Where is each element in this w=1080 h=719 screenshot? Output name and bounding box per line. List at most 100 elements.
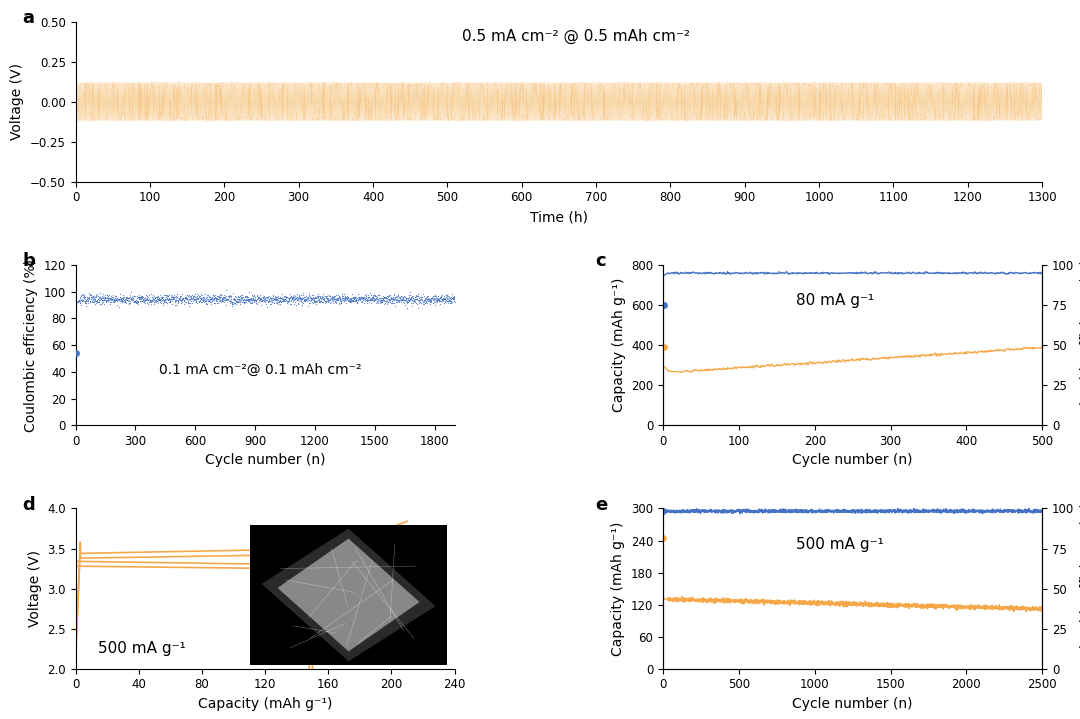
Text: c: c xyxy=(595,252,606,270)
Point xyxy=(167,296,185,307)
Point xyxy=(70,295,87,306)
Point xyxy=(431,295,448,306)
Point xyxy=(95,298,112,310)
Point xyxy=(178,290,195,301)
Text: 0.1 mA cm⁻²@ 0.1 mAh cm⁻²: 0.1 mA cm⁻²@ 0.1 mAh cm⁻² xyxy=(159,363,362,377)
Point xyxy=(343,295,361,306)
Point xyxy=(153,291,171,303)
Point xyxy=(240,294,257,306)
Point xyxy=(145,298,162,310)
Point xyxy=(84,296,102,308)
Point xyxy=(347,293,364,304)
Point xyxy=(191,296,208,308)
Point xyxy=(172,291,189,303)
Point xyxy=(296,293,313,305)
Point xyxy=(193,290,211,301)
Point xyxy=(160,293,177,304)
Point xyxy=(435,290,453,301)
Point xyxy=(112,293,130,304)
Point xyxy=(295,292,312,303)
Point xyxy=(394,293,411,304)
Point xyxy=(416,290,433,301)
Point xyxy=(149,290,166,302)
Point xyxy=(353,293,370,305)
Point xyxy=(72,295,90,306)
Point xyxy=(406,291,423,303)
Point xyxy=(199,298,216,310)
Point xyxy=(203,293,220,305)
Point xyxy=(406,291,423,303)
Point xyxy=(139,297,157,308)
Point xyxy=(274,294,292,306)
Point xyxy=(365,293,382,305)
Point xyxy=(235,293,253,305)
Point xyxy=(265,295,282,306)
Point xyxy=(84,291,102,303)
Point xyxy=(283,290,300,302)
Point xyxy=(312,295,329,306)
Point xyxy=(73,295,91,306)
Point xyxy=(421,293,438,305)
Point xyxy=(212,290,229,301)
Point xyxy=(303,293,321,305)
Point xyxy=(437,289,455,301)
Point xyxy=(229,296,246,308)
Point xyxy=(252,289,269,301)
Point xyxy=(293,293,310,304)
Point xyxy=(403,290,420,302)
Point xyxy=(402,293,419,305)
Point xyxy=(424,293,442,305)
Point xyxy=(433,296,450,307)
Point xyxy=(67,347,84,359)
Point xyxy=(243,296,260,308)
Point xyxy=(237,296,254,308)
Point xyxy=(107,293,124,305)
Point xyxy=(129,296,146,308)
Point xyxy=(291,293,308,304)
Point xyxy=(212,293,229,304)
Point xyxy=(194,294,212,306)
Point xyxy=(188,298,205,309)
Point xyxy=(231,296,248,307)
Point xyxy=(83,290,100,302)
Point xyxy=(438,293,456,305)
Point xyxy=(369,297,387,308)
Point xyxy=(109,293,126,304)
Point xyxy=(429,290,446,302)
Point xyxy=(379,296,396,308)
Point xyxy=(210,290,227,302)
Point xyxy=(348,293,365,304)
Point xyxy=(314,292,332,303)
Point xyxy=(395,295,413,306)
Point xyxy=(400,294,417,306)
Point xyxy=(377,292,394,303)
Point xyxy=(150,294,167,306)
Point xyxy=(71,294,89,306)
Point xyxy=(351,293,368,304)
Point xyxy=(414,294,431,306)
Point xyxy=(217,293,234,304)
Point xyxy=(406,293,423,304)
Point xyxy=(271,295,288,306)
Point xyxy=(230,291,247,303)
Point xyxy=(252,299,269,311)
Point xyxy=(221,295,239,306)
Point xyxy=(433,296,450,307)
Point xyxy=(137,292,154,303)
Point xyxy=(116,294,133,306)
Point xyxy=(219,293,237,305)
Point xyxy=(232,290,249,302)
Point xyxy=(77,291,94,303)
Point xyxy=(202,293,219,305)
Point xyxy=(183,293,200,305)
Point xyxy=(188,296,205,307)
Point xyxy=(324,292,341,303)
Point xyxy=(429,293,446,305)
Point xyxy=(225,288,242,299)
Point xyxy=(234,296,252,308)
Point xyxy=(353,292,370,303)
Point xyxy=(140,293,158,304)
Point xyxy=(330,295,348,306)
Point xyxy=(363,292,380,303)
Point xyxy=(322,293,339,304)
